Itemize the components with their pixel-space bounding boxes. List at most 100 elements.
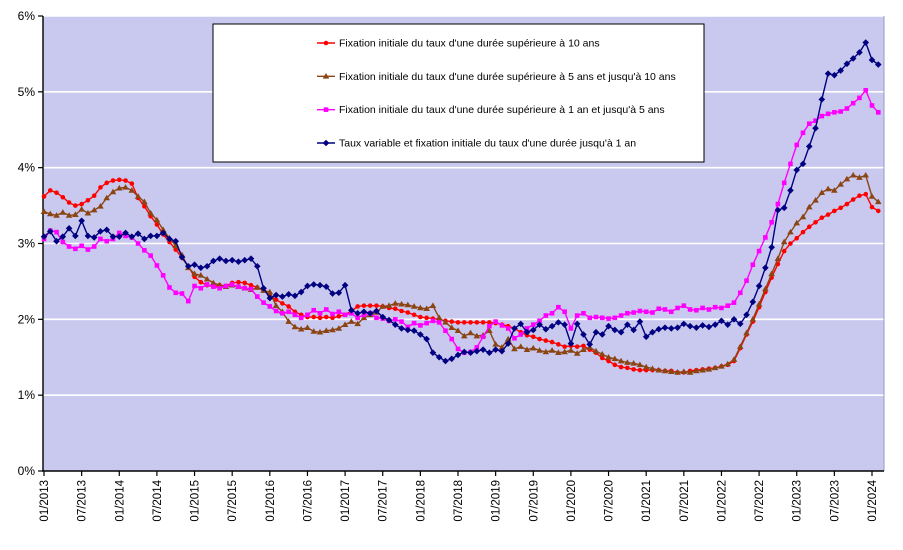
x-axis-label: 01/2016 xyxy=(265,480,277,522)
triangle-up-marker xyxy=(442,319,449,325)
square-marker xyxy=(66,244,72,249)
square-marker xyxy=(286,309,291,315)
diamond-marker xyxy=(849,55,857,62)
square-marker xyxy=(480,334,486,340)
legend-label: Fixation initiale du taux d'une durée su… xyxy=(339,104,665,116)
circle-marker xyxy=(618,364,624,370)
diamond-marker xyxy=(423,335,430,343)
square-marker xyxy=(581,310,586,316)
x-axis-label: 01/2013 xyxy=(39,480,51,522)
diamond-marker xyxy=(774,206,782,214)
triangle-up-marker xyxy=(429,302,437,308)
circle-marker xyxy=(781,248,787,254)
diamond-marker xyxy=(611,326,619,334)
square-marker xyxy=(737,290,743,296)
triangle-up-marker xyxy=(297,325,305,332)
circle-marker xyxy=(54,190,59,195)
circle-marker xyxy=(418,314,423,320)
triangle-up-marker xyxy=(711,364,719,371)
triangle-up-marker xyxy=(486,327,493,334)
triangle-up-marker xyxy=(793,219,801,226)
diamond-marker xyxy=(567,340,575,347)
circle-marker xyxy=(91,193,97,199)
triangle-up-marker xyxy=(72,211,79,217)
circle-marker xyxy=(98,185,103,190)
diamond-marker xyxy=(241,256,249,264)
triangle-up-marker xyxy=(774,255,782,261)
circle-marker xyxy=(637,367,643,373)
square-marker xyxy=(254,294,260,299)
diamond-marker xyxy=(661,324,669,331)
diamond-marker xyxy=(141,235,148,243)
circle-marker xyxy=(123,178,128,183)
diamond-marker xyxy=(53,237,60,245)
square-marker xyxy=(775,201,781,207)
square-marker xyxy=(499,323,505,328)
triangle-up-marker xyxy=(391,300,399,306)
triangle-up-marker xyxy=(78,206,85,212)
square-marker xyxy=(173,290,179,296)
legend-label: Fixation initiale du taux d'une durée su… xyxy=(339,71,676,83)
square-marker xyxy=(267,304,273,309)
square-marker xyxy=(656,306,662,312)
triangle-up-marker xyxy=(134,193,142,199)
square-marker xyxy=(430,318,436,324)
square-marker xyxy=(587,315,593,321)
square-marker xyxy=(73,246,78,252)
diamond-marker xyxy=(448,355,456,363)
square-marker xyxy=(593,314,599,320)
triangle-up-marker xyxy=(291,323,299,330)
y-axis-label: 6% xyxy=(18,9,36,23)
diamond-marker xyxy=(592,328,600,336)
triangle-up-marker xyxy=(191,270,198,277)
x-axis-label: 01/2018 xyxy=(415,480,427,522)
diamond-marker xyxy=(97,228,104,235)
diamond-marker xyxy=(492,346,499,353)
triangle-up-marker xyxy=(617,357,625,364)
square-marker xyxy=(399,319,404,324)
triangle-up-marker xyxy=(736,343,744,349)
diamond-marker xyxy=(404,326,412,334)
square-marker xyxy=(142,248,147,253)
diamond-marker xyxy=(799,160,807,168)
triangle-up-marker xyxy=(787,228,794,235)
triangle-up-marker xyxy=(718,363,725,369)
x-axis-label: 07/2016 xyxy=(302,480,314,522)
square-marker xyxy=(832,110,837,115)
diamond-marker xyxy=(285,291,292,298)
x-axis-label: 07/2020 xyxy=(604,480,616,522)
square-marker xyxy=(618,313,624,318)
circle-marker xyxy=(487,320,492,325)
square-marker xyxy=(298,315,304,321)
square-marker xyxy=(374,315,379,321)
triangle-up-marker xyxy=(768,270,775,277)
diamond-marker xyxy=(222,257,230,265)
diamond-marker xyxy=(360,308,368,316)
diamond-marker xyxy=(743,311,750,319)
diamond-marker xyxy=(699,322,706,329)
diamond-marker xyxy=(862,39,870,46)
triangle-up-marker xyxy=(743,329,750,336)
diamond-marker xyxy=(460,348,468,356)
diamond-marker xyxy=(291,292,299,300)
diamond-marker xyxy=(686,322,694,330)
diamond-marker xyxy=(59,233,67,240)
x-axis-label: 07/2018 xyxy=(453,480,465,522)
circle-marker xyxy=(844,201,850,207)
diamond-marker xyxy=(78,217,85,225)
circle-marker xyxy=(355,304,360,309)
circle-marker xyxy=(236,279,241,285)
diamond-marker xyxy=(504,340,512,347)
square-marker xyxy=(781,180,787,186)
diamond-marker xyxy=(391,321,399,328)
square-marker xyxy=(763,235,768,240)
triangle-up-marker xyxy=(686,369,694,375)
circle-marker xyxy=(474,320,480,325)
square-marker xyxy=(568,326,574,331)
circle-marker xyxy=(850,197,856,202)
diamond-marker xyxy=(172,237,180,245)
diamond-marker xyxy=(730,316,738,323)
circle-marker xyxy=(480,320,486,325)
circle-marker xyxy=(875,208,881,214)
circle-marker xyxy=(455,320,461,325)
